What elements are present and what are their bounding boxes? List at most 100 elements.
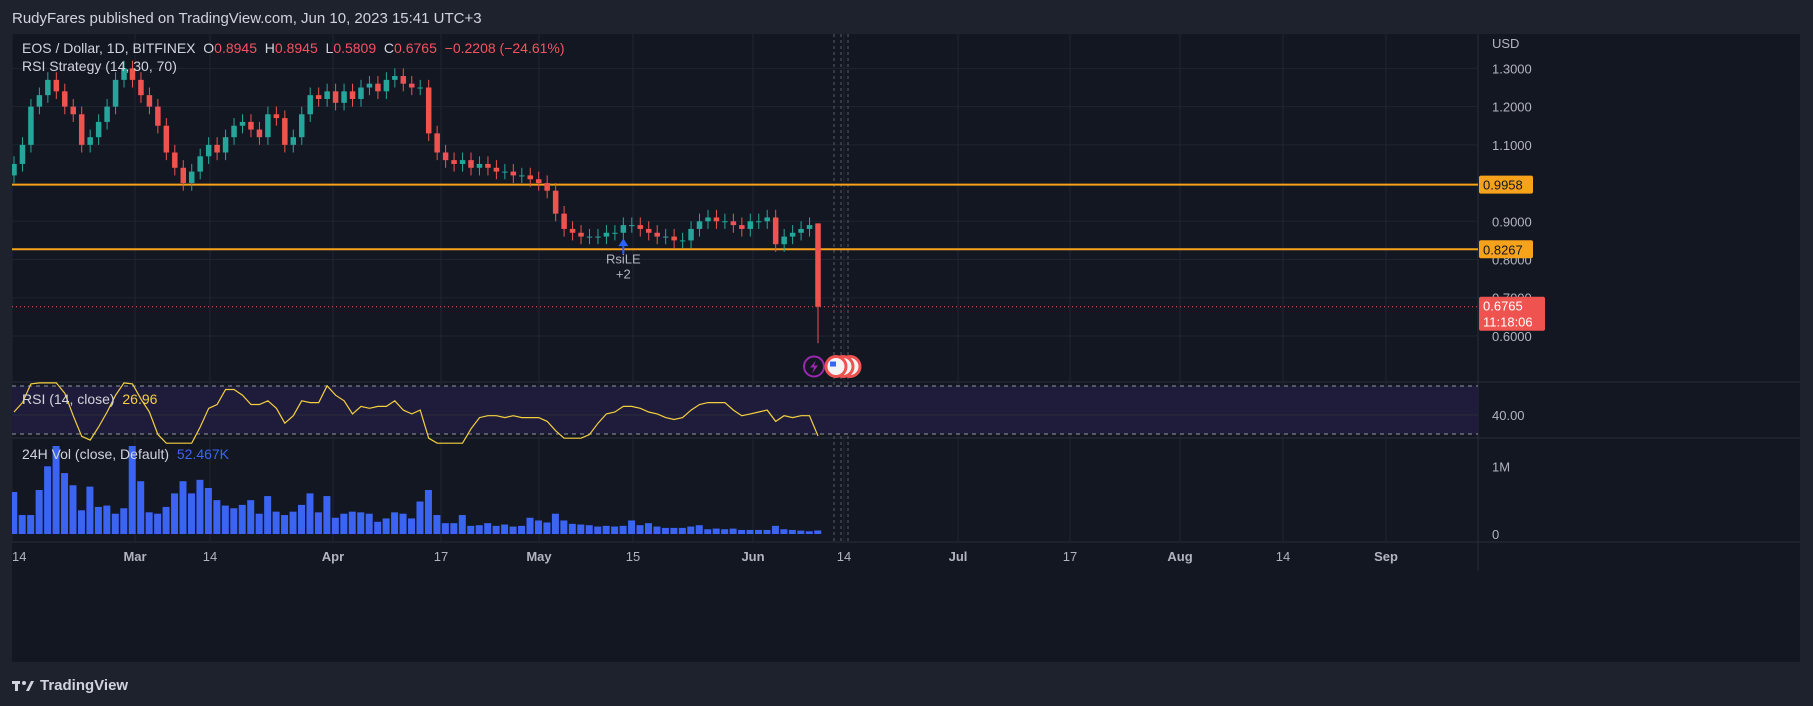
volume-bar	[780, 529, 788, 534]
volume-bar	[247, 500, 255, 534]
candle-body	[451, 160, 457, 164]
x-tick-label: 14	[1276, 549, 1290, 564]
volume-bar	[264, 496, 272, 534]
signal-arrow-icon	[618, 238, 629, 247]
volume-bar	[196, 479, 204, 534]
volume-bar	[255, 513, 263, 534]
candle-body	[375, 83, 381, 92]
x-tick-label: 17	[1063, 549, 1077, 564]
candle-body	[510, 171, 517, 176]
volume-value: 52.467K	[176, 446, 230, 462]
candle-body	[121, 68, 127, 80]
tradingview-brand[interactable]: TradingView	[40, 677, 129, 694]
candle-body	[586, 236, 593, 238]
candle-body	[205, 144, 212, 157]
candle-body	[265, 114, 271, 138]
volume-bar	[306, 493, 314, 534]
candle-body	[12, 163, 17, 176]
candle-body	[739, 225, 745, 229]
x-tick-label: Apr	[322, 549, 344, 564]
candle-body	[315, 95, 322, 99]
volume-bar	[69, 485, 77, 534]
volume-bar	[534, 520, 542, 534]
volume-bar	[52, 446, 60, 534]
volume-bar	[221, 505, 229, 534]
volume-bar	[424, 490, 432, 534]
candle-body	[468, 160, 474, 168]
candle-body	[298, 114, 305, 138]
volume-bar	[526, 517, 534, 534]
candle-body	[519, 175, 525, 177]
volume-bar	[636, 525, 644, 534]
volume-bar	[272, 511, 280, 534]
low-value: 0.5809	[333, 40, 377, 56]
candle-body	[620, 225, 627, 233]
rsi-band-fill	[12, 386, 1478, 434]
volume-bar	[120, 508, 128, 534]
volume-bar	[721, 529, 729, 534]
volume-bar	[763, 529, 771, 534]
x-tick-label: May	[526, 549, 552, 564]
bar-countdown: 11:18:06	[1483, 315, 1533, 330]
volume-tick-label: 1M	[1492, 459, 1510, 474]
candle-body	[104, 106, 110, 122]
candle-body	[45, 79, 51, 96]
volume-bar	[585, 525, 593, 534]
x-tick-label: 15	[626, 549, 640, 564]
volume-bar	[213, 500, 221, 534]
symbol-name[interactable]: EOS / Dollar, 1D, BITFINEX	[22, 40, 196, 56]
volume-bar	[560, 520, 568, 534]
candle-body	[256, 129, 263, 138]
candle-body	[561, 213, 567, 229]
volume-bar	[61, 473, 69, 534]
volume-bar	[644, 523, 652, 534]
volume-bar	[331, 517, 339, 534]
price-tick-label: 1.1000	[1492, 138, 1532, 153]
volume-bar	[518, 525, 526, 534]
volume-label: 24H Vol (close, Default)	[22, 446, 170, 462]
volume-bar	[103, 505, 111, 534]
volume-bar	[712, 528, 720, 534]
volume-bar	[441, 523, 449, 534]
rsi-legend[interactable]: RSI (14, close) 26.96	[22, 391, 157, 407]
candle-body	[231, 125, 237, 138]
candle-body	[688, 228, 694, 241]
volume-bar	[568, 523, 576, 534]
x-tick-label: Mar	[123, 549, 146, 564]
candle-body	[756, 221, 762, 223]
volume-bar	[467, 525, 475, 534]
volume-bar	[314, 512, 322, 534]
candle-body	[197, 156, 203, 172]
candle-body	[324, 91, 330, 99]
chart-svg[interactable]: 14 Mar 14 Apr 17 May 15 Jun 14 Jul 17 Aug 14 Sep 1.300…	[12, 34, 1800, 662]
candle-body	[502, 171, 508, 173]
rsi-label: RSI (14, close)	[22, 391, 115, 407]
candle-body	[188, 171, 195, 184]
candle-body	[78, 114, 85, 145]
low-label: L	[325, 40, 334, 56]
volume-bar	[94, 506, 102, 534]
volume-bar	[738, 529, 746, 534]
candle-body	[696, 221, 703, 229]
volume-bar	[408, 518, 416, 534]
high-value: 0.8945	[274, 40, 318, 56]
candle-body	[129, 68, 136, 80]
volume-bar	[35, 490, 43, 534]
volume-bar	[162, 506, 170, 534]
candle-body	[612, 232, 618, 234]
chart-area[interactable]: 14 Mar 14 Apr 17 May 15 Jun 14 Jul 17 Aug 14 Sep 1.300…	[12, 34, 1800, 662]
volume-bar	[171, 493, 179, 534]
volume-bar	[704, 529, 712, 534]
price-tick-label: 1.2000	[1492, 100, 1532, 115]
volume-bar	[551, 513, 559, 534]
level-tag	[1479, 240, 1533, 259]
x-tick-label: Aug	[1167, 549, 1192, 564]
currency-label: USD	[1492, 36, 1519, 51]
volume-bar	[805, 531, 813, 534]
strategy-legend[interactable]: RSI Strategy (14, 30, 70)	[22, 58, 177, 74]
volume-legend[interactable]: 24H Vol (close, Default) 52.467K	[22, 446, 229, 462]
candle-body	[239, 121, 246, 126]
volume-bar	[814, 530, 822, 534]
price-tick-label: 1.3000	[1492, 61, 1532, 76]
volume-bar	[187, 493, 195, 534]
